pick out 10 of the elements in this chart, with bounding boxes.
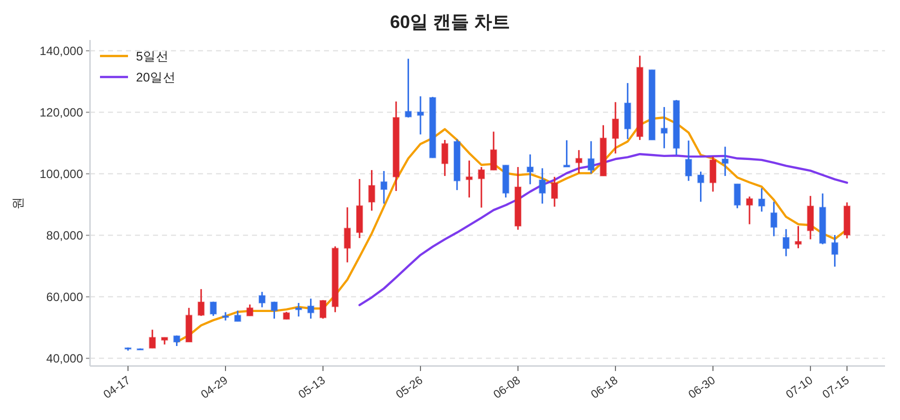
y-tick-label: 40,000 <box>46 351 84 366</box>
y-axis-title: 원 <box>11 196 25 210</box>
y-tick-label: 80,000 <box>46 228 84 242</box>
y-tick-label: 100,000 <box>40 166 84 181</box>
y-tick-label: 120,000 <box>40 105 84 120</box>
y-tick-label: 60,000 <box>46 290 84 304</box>
y-tick-label: 140,000 <box>40 44 84 58</box>
chart-title: 60일 캔들 차트 <box>390 12 510 32</box>
legend-label: 20일선 <box>136 70 176 84</box>
legend-label: 5일선 <box>136 50 169 64</box>
